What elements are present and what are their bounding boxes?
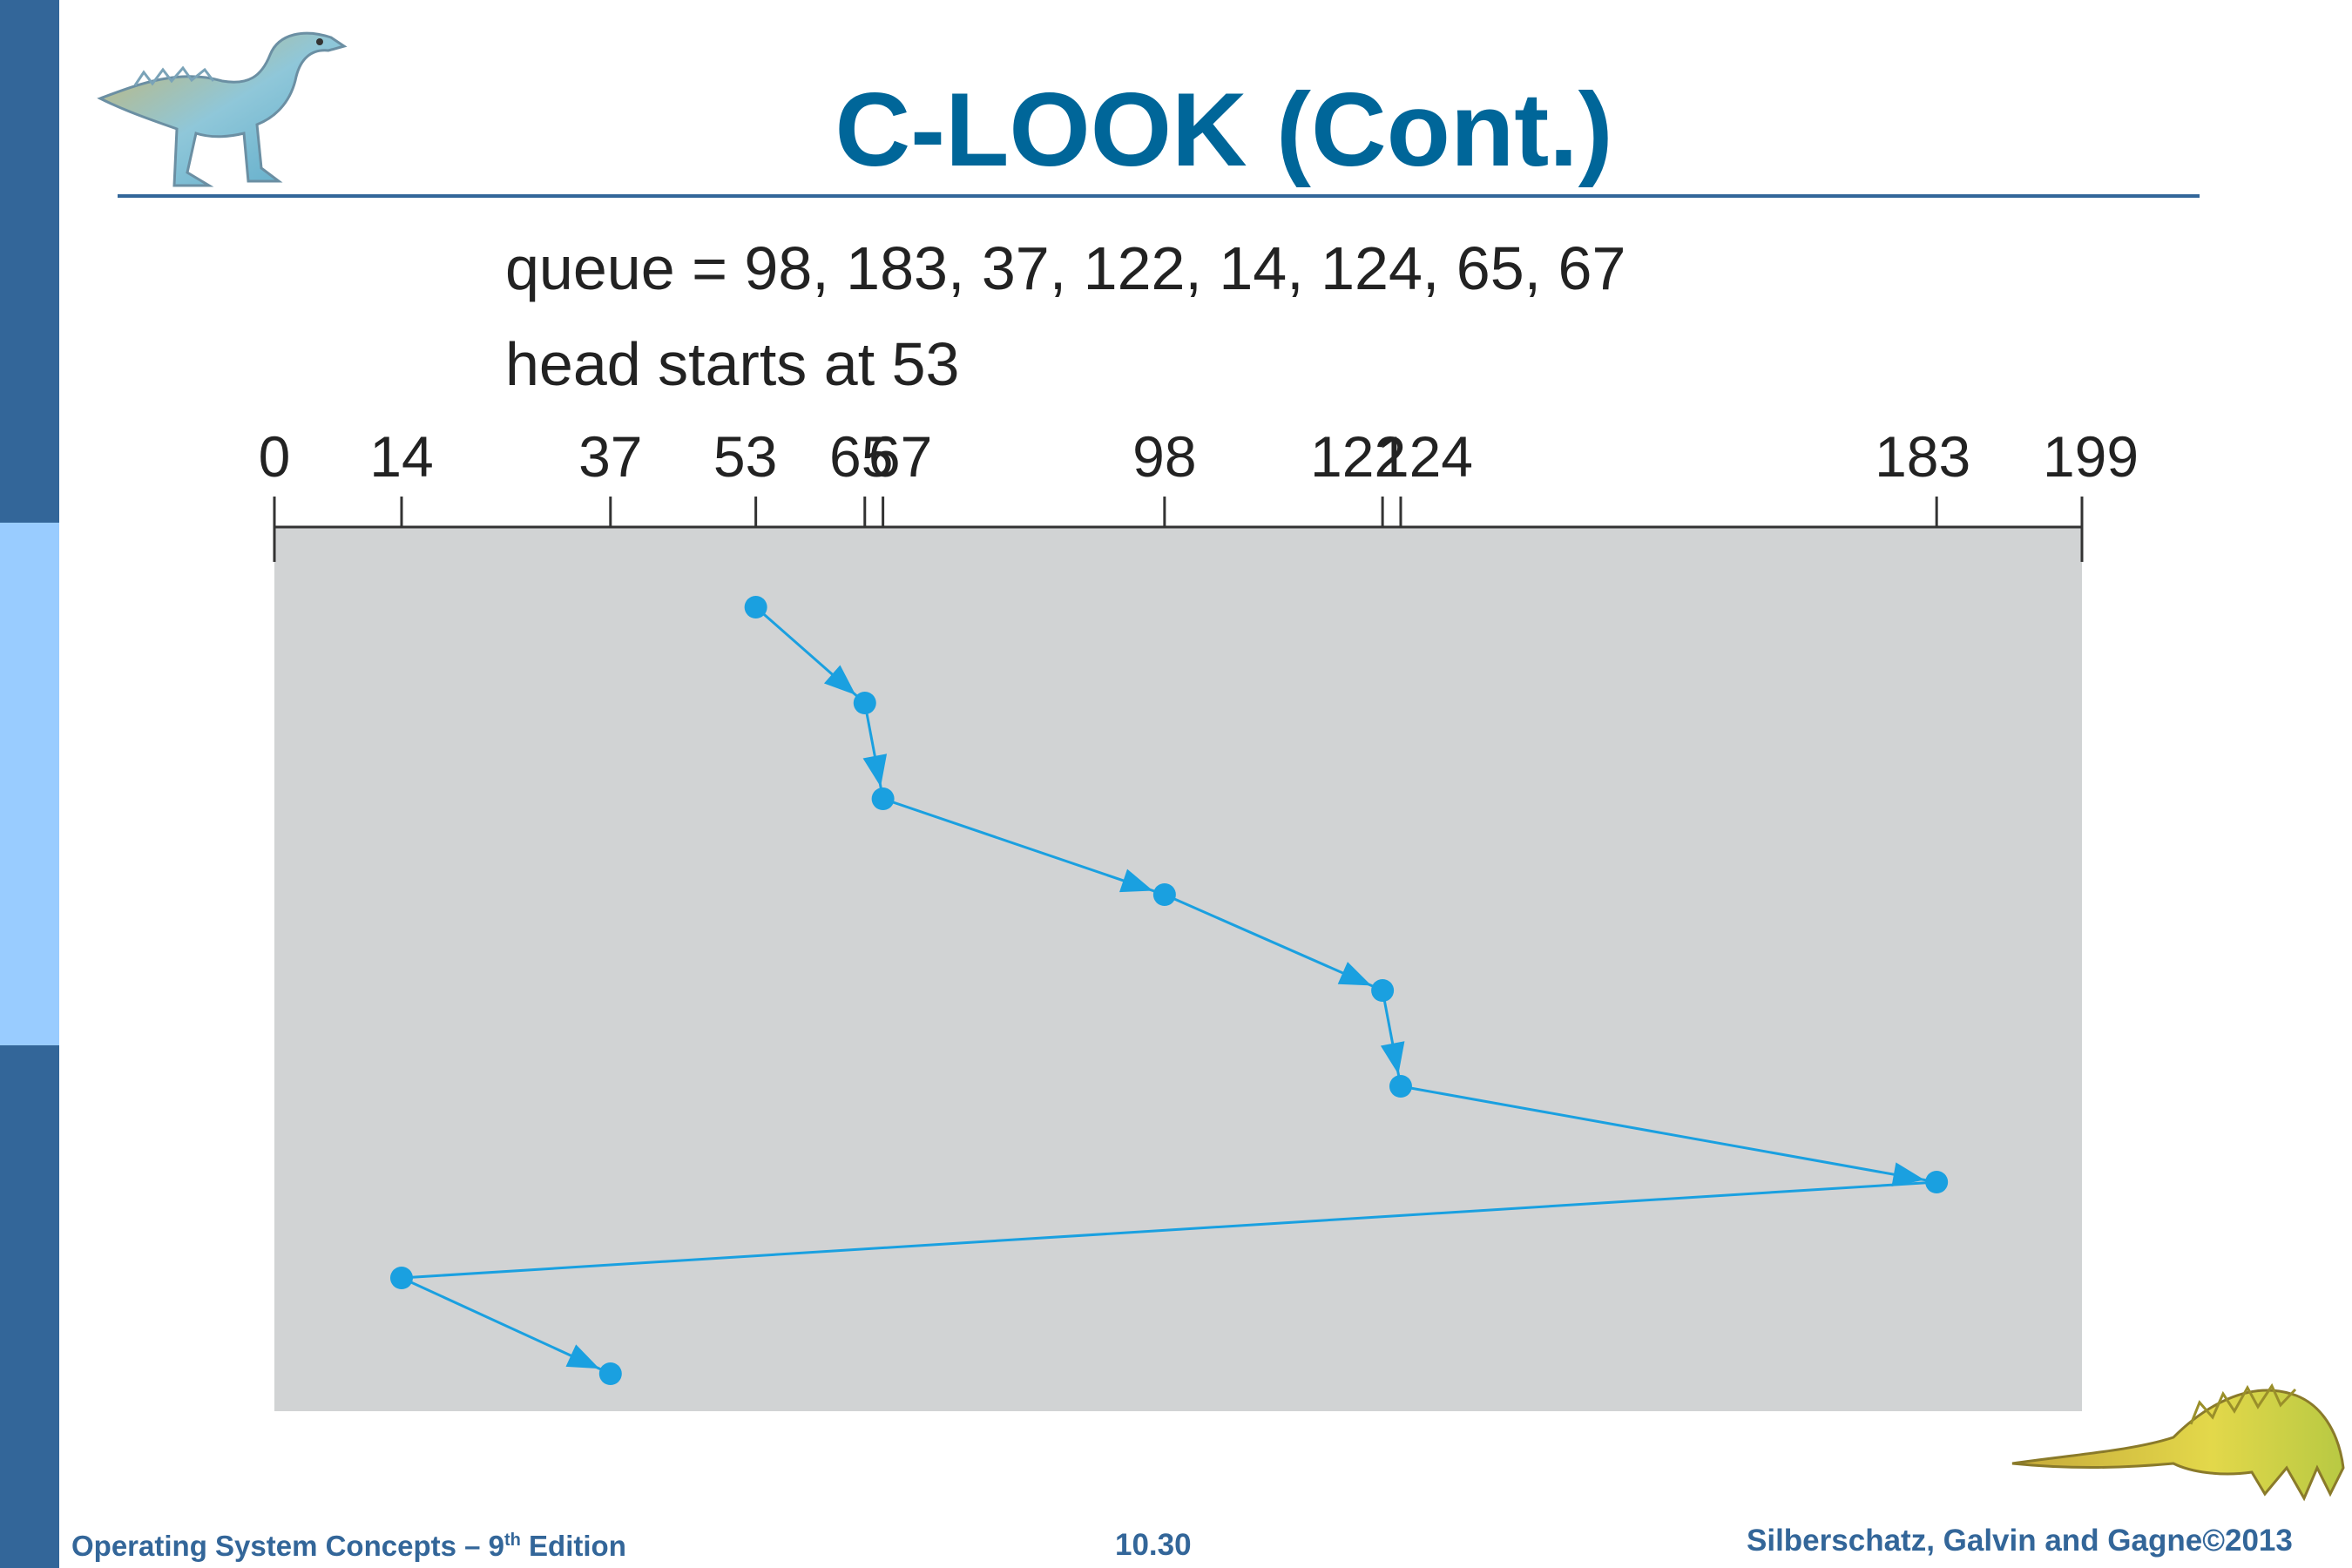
footer-book-title: Operating System Concepts – 9th Edition [71, 1530, 626, 1562]
head-path-segment [401, 1180, 1937, 1280]
axis-tick-label: 199 [2043, 424, 2139, 489]
slide-title: C-LOOK (Cont.) [835, 71, 1613, 188]
footer-page-number: 10.30 [1115, 1528, 1192, 1562]
head-path-arrow [823, 665, 856, 695]
sidebar-middle [0, 523, 59, 1045]
axis-tick-label: 124 [1377, 424, 1473, 489]
sidebar-top [0, 0, 59, 523]
head-stop-point [598, 1362, 622, 1385]
axis-tick-label: 183 [1875, 424, 1970, 489]
head-path-segment [882, 797, 1166, 896]
axis-tick-label: 53 [713, 424, 777, 489]
head-stop-point [1371, 979, 1395, 1002]
axis-tick-label: 14 [369, 424, 433, 489]
head-stop-point [744, 596, 767, 618]
head-stop-point [389, 1267, 413, 1289]
head-stop-point [853, 692, 876, 714]
head-path-arrow [862, 754, 888, 787]
head-path-arrow [1119, 868, 1153, 893]
head-path-arrow [1380, 1041, 1405, 1075]
title-rule [118, 194, 2200, 198]
head-path-arrow [565, 1344, 600, 1369]
footer-authors: Silberschatz, Galvin and Gagne©2013 [1747, 1524, 2293, 1558]
axis-tick-label: 0 [259, 424, 291, 489]
axis-tick-label: 65 [829, 424, 893, 489]
head-stop-point [1152, 883, 1176, 906]
axis-tick-label: 122 [1310, 424, 1406, 489]
axis-tick-label: 98 [1132, 424, 1196, 489]
head-path-segment [1400, 1085, 1937, 1184]
dinosaur-bottom-icon [2011, 1382, 2345, 1502]
plot-area [274, 527, 2082, 1411]
queue-text: queue = 98, 183, 37, 122, 14, 124, 65, 6… [505, 234, 1626, 302]
head-stop-point [1925, 1171, 1949, 1193]
head-stop-point [871, 787, 895, 810]
axis-tick-label: 37 [578, 424, 642, 489]
sidebar-bottom [0, 1045, 59, 1568]
head-stop-point [1389, 1075, 1412, 1098]
dinosaur-top-icon [97, 31, 348, 187]
head-path-arrow [1891, 1162, 1925, 1186]
head-start-text: head starts at 53 [505, 330, 960, 398]
head-path-arrow [1337, 962, 1372, 986]
axis-tick-label: 67 [868, 424, 932, 489]
